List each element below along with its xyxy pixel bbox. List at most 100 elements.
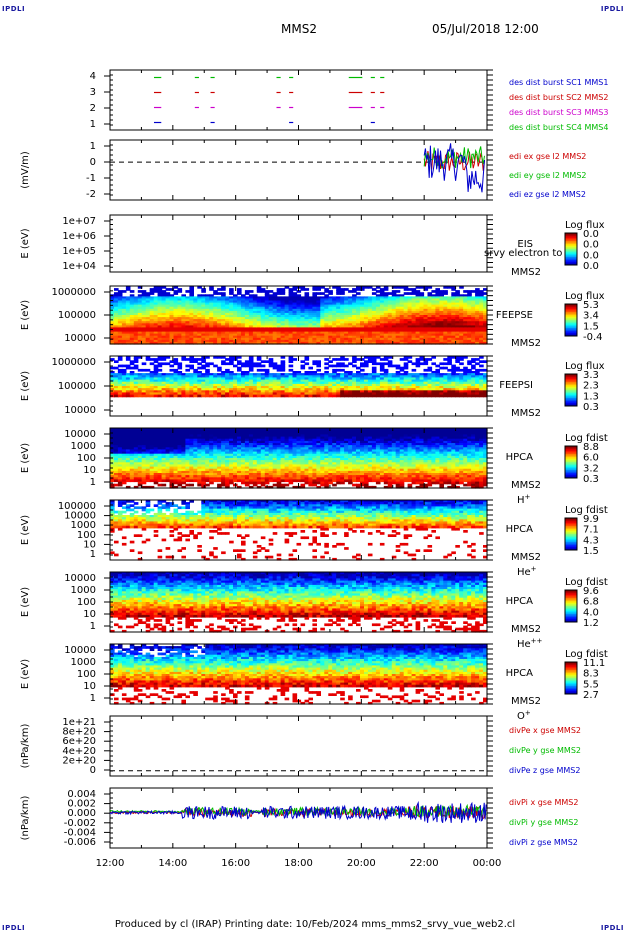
feepsi-cell bbox=[141, 386, 147, 389]
feepse-cell bbox=[149, 331, 155, 335]
feepse-cell bbox=[479, 300, 484, 304]
feepse-cell bbox=[153, 286, 159, 289]
feepsi-cell bbox=[181, 377, 186, 381]
feepsi-cell bbox=[153, 381, 159, 385]
feepsi-cell bbox=[264, 392, 270, 396]
hpca-h-cell bbox=[141, 443, 147, 446]
feepsi-cell bbox=[280, 394, 286, 398]
hpca-h-cell bbox=[209, 445, 214, 448]
feepsi-cell bbox=[371, 381, 377, 385]
hpca-h-cell bbox=[209, 449, 214, 453]
feepse-cell bbox=[316, 335, 321, 339]
feepse-cell bbox=[391, 306, 397, 310]
feepse-cell bbox=[153, 296, 159, 300]
feepse-cell bbox=[471, 325, 476, 329]
hpca-h-cell bbox=[185, 464, 190, 468]
feepse-cell bbox=[407, 337, 413, 341]
feepse-cell bbox=[225, 339, 230, 343]
feepsi-cell bbox=[379, 379, 385, 383]
feepse-cell bbox=[364, 341, 369, 345]
feepsi-cell bbox=[356, 375, 361, 378]
feepse-cell bbox=[336, 292, 341, 295]
feepsi-cell bbox=[137, 388, 143, 391]
eis-colorbar-tick: 0.0 bbox=[583, 240, 599, 251]
feepsi-cell bbox=[316, 381, 321, 385]
hpca-h-cell bbox=[121, 438, 127, 442]
feepse-cell bbox=[483, 317, 488, 320]
feepsi-cell bbox=[352, 392, 357, 396]
feepsi-cell bbox=[399, 390, 405, 393]
feepse-cell bbox=[367, 325, 373, 329]
feepse-cell bbox=[411, 292, 417, 295]
hpca-h-cell bbox=[121, 462, 127, 465]
feepse-cell bbox=[471, 302, 476, 306]
feepse-cell bbox=[431, 310, 436, 314]
feepse-cell bbox=[189, 323, 194, 326]
feepse-cell bbox=[344, 327, 349, 331]
feepse-cell bbox=[423, 312, 429, 316]
hpca-h-cell bbox=[177, 473, 183, 476]
feepse-cell bbox=[205, 333, 210, 337]
feepse-cell bbox=[415, 302, 421, 306]
feepse-cell bbox=[364, 339, 369, 343]
hpca-h-cell bbox=[205, 466, 210, 470]
feepsi-cell bbox=[304, 390, 310, 393]
feepsi-cell bbox=[169, 373, 175, 376]
feepse-cell bbox=[256, 310, 262, 314]
feepse-cell bbox=[296, 321, 302, 324]
feepsi-cell bbox=[125, 388, 131, 391]
feepse-cell bbox=[431, 333, 436, 337]
feepsi-cell bbox=[403, 375, 409, 378]
feepse-cell bbox=[161, 292, 167, 295]
feepse-cell bbox=[479, 319, 484, 322]
feepsi-cell bbox=[244, 381, 250, 385]
hpca-h-cell bbox=[125, 458, 131, 461]
hpca-h-cell bbox=[213, 468, 218, 472]
feepse-cell bbox=[153, 333, 159, 337]
hpca-h-cell bbox=[217, 436, 222, 440]
feepse-colorbar-swatch bbox=[565, 316, 577, 319]
hpca-h-cell bbox=[165, 453, 171, 457]
hpca-h-cell bbox=[173, 451, 179, 455]
feepse-colorbar-swatch bbox=[565, 328, 577, 331]
feepse-cell bbox=[352, 300, 357, 304]
feepsi-cell bbox=[439, 373, 444, 376]
hpca-h-cell bbox=[177, 479, 183, 483]
feepse-cell bbox=[364, 321, 369, 324]
hpca-h-cell bbox=[197, 449, 202, 453]
feepse-cell bbox=[348, 306, 353, 310]
feepse-cell bbox=[471, 341, 476, 345]
feepsi-cell bbox=[185, 383, 190, 387]
feepse-cell bbox=[256, 308, 262, 312]
feepsi-cell bbox=[296, 392, 302, 396]
hpca-h-cell bbox=[189, 443, 194, 446]
feepse-cell bbox=[403, 288, 409, 291]
feepsi-cell bbox=[352, 356, 357, 359]
feepse-cell bbox=[431, 319, 436, 322]
hpca-h-cell bbox=[110, 458, 115, 461]
feepsi-cell bbox=[276, 392, 282, 396]
feepsi-spectrogram bbox=[110, 356, 488, 398]
feepsi-cell bbox=[431, 371, 436, 374]
feepse-cell bbox=[225, 300, 230, 304]
feepse-cell bbox=[431, 300, 436, 304]
feepsi-cell bbox=[268, 379, 274, 383]
hpca-h-cell bbox=[129, 445, 135, 448]
hpca-h-cell bbox=[149, 473, 155, 476]
edi-legend-entry: edi ez gse l2 MMS2 bbox=[509, 190, 586, 199]
feepse-cell bbox=[348, 333, 353, 337]
feepse-cell bbox=[320, 323, 325, 326]
feepse-cell bbox=[387, 317, 393, 320]
feepse-cell bbox=[110, 335, 115, 339]
feepsi-cell bbox=[241, 381, 246, 385]
feepsi-cell bbox=[117, 392, 123, 396]
feepse-cell bbox=[252, 315, 258, 318]
feepse-cell bbox=[177, 315, 183, 318]
feepsi-cell bbox=[467, 360, 472, 363]
feepse-cell bbox=[141, 292, 147, 295]
hpca-h-cell bbox=[121, 434, 127, 438]
feepsi-cell bbox=[177, 381, 183, 385]
hpca-h-cell bbox=[137, 481, 143, 485]
feepse-cell bbox=[360, 325, 365, 329]
feepse-cell bbox=[117, 308, 123, 312]
